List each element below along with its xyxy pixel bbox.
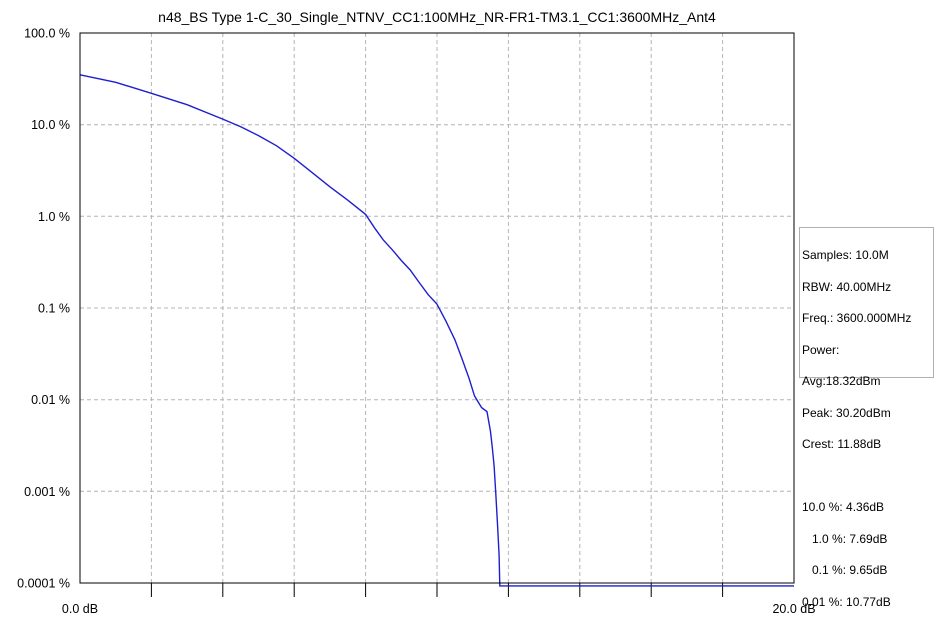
y-tick-label: 1.0 % bbox=[38, 210, 70, 224]
y-tick-label: 0.1 % bbox=[38, 302, 70, 316]
x-tick-label: 20.0 dB bbox=[772, 602, 815, 616]
y-tick-label: 10.0 % bbox=[31, 118, 70, 132]
stats-line bbox=[802, 471, 931, 482]
stats-line: RBW: 40.00MHz bbox=[802, 279, 892, 294]
stats-line: Freq.: 3600.000MHz bbox=[802, 311, 912, 325]
y-tick-label: 0.0001 % bbox=[17, 577, 70, 591]
plot-frame bbox=[79, 32, 795, 584]
stats-line: 0.01 %: 10.77dB bbox=[802, 594, 891, 609]
y-tick-labels: 100.0 % 10.0 % 1.0 % 0.1 % 0.01 % 0.001 % 0.00… bbox=[17, 27, 70, 591]
stats-box: Samples: 10.0M RBW: 40.00MHz Freq.: 3600… bbox=[799, 227, 934, 607]
stats-line: Peak: 30.20dBm bbox=[802, 405, 891, 420]
stats-line: Crest: 11.88dB bbox=[802, 437, 882, 451]
stats-line: Samples: 10.0M bbox=[802, 248, 889, 262]
y-tick-label: 0.001 % bbox=[24, 485, 70, 499]
stats-line: 10.0 %: 4.36dB bbox=[802, 500, 885, 514]
y-tick-label: 0.01 % bbox=[31, 393, 70, 407]
x-tick-labels: 0.0 dB 20.0 dB bbox=[62, 602, 816, 616]
x-tick-marks bbox=[150, 583, 724, 597]
stats-line: 0.1 %: 9.65dB bbox=[802, 563, 888, 577]
grid-lines bbox=[80, 33, 794, 583]
ccdf-series-line bbox=[79, 74, 794, 587]
stats-line: Avg:18.32dBm bbox=[802, 374, 881, 388]
stats-line: 1.0 %: 7.69dB bbox=[802, 531, 888, 546]
stats-line: Power: bbox=[802, 342, 840, 357]
chart-title: n48_BS Type 1-C_30_Single_NTNV_CC1:100MH… bbox=[158, 9, 716, 25]
x-tick-label: 0.0 dB bbox=[62, 602, 98, 616]
y-tick-label: 100.0 % bbox=[24, 27, 70, 41]
